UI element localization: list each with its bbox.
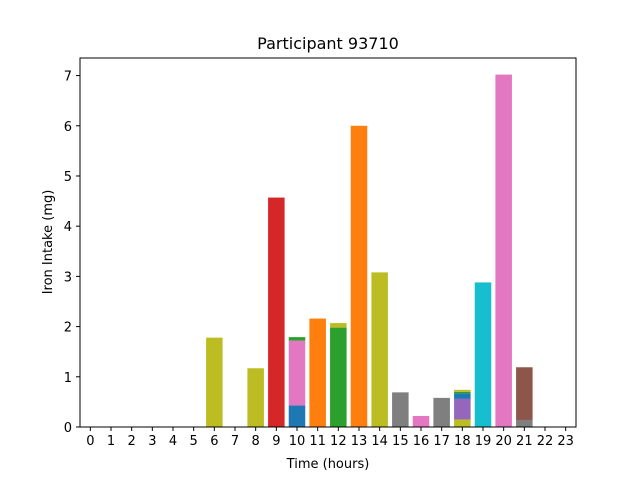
x-tick-label: 11 <box>309 434 326 449</box>
bar-hour-9 <box>268 197 285 427</box>
bar-hour-15 <box>392 392 409 427</box>
y-tick-label: 2 <box>64 321 72 336</box>
x-tick-label: 15 <box>392 434 409 449</box>
x-tick-label: 8 <box>252 434 260 449</box>
bar-hour-16 <box>412 415 430 427</box>
bar-hour-11 <box>309 318 326 427</box>
x-tick-label: 12 <box>330 434 347 449</box>
bar-segment <box>454 419 471 427</box>
x-tick-label: 21 <box>516 434 533 449</box>
bar-segment <box>454 389 471 392</box>
x-tick-label: 17 <box>433 434 450 449</box>
x-axis-label: Time (hours) <box>286 457 370 472</box>
bar-segment <box>516 419 533 427</box>
x-tick-label: 7 <box>231 434 239 449</box>
y-axis-label: Iron Intake (mg) <box>41 190 56 295</box>
bar-segment <box>454 398 471 420</box>
bar-segment <box>330 323 347 328</box>
x-tick-label: 2 <box>128 434 136 449</box>
x-tick-label: 13 <box>351 434 368 449</box>
x-tick-label: 19 <box>475 434 492 449</box>
x-tick-label: 1 <box>107 434 115 449</box>
x-tick-label: 18 <box>454 434 471 449</box>
x-tick-label: 20 <box>495 434 512 449</box>
y-tick-label: 5 <box>64 170 72 185</box>
x-tick-label: 3 <box>148 434 156 449</box>
bar-segment <box>268 197 285 427</box>
bar-segment <box>206 337 223 427</box>
bar-hour-20 <box>495 74 512 427</box>
y-tick-label: 6 <box>64 120 72 135</box>
bar-segment <box>392 392 409 427</box>
bar-hour-18 <box>454 389 471 427</box>
bar-hour-8 <box>247 368 264 427</box>
x-tick-label: 9 <box>272 434 280 449</box>
x-tick-label: 0 <box>86 434 94 449</box>
bar-segment <box>412 415 430 427</box>
bar-segment <box>247 368 264 427</box>
bar-segment <box>309 318 326 427</box>
y-tick-label: 1 <box>64 371 72 386</box>
x-tick-label: 6 <box>210 434 218 449</box>
bar-hour-17 <box>433 397 450 427</box>
y-tick-label: 3 <box>64 270 72 285</box>
plot-frame <box>79 57 577 428</box>
bar-segment <box>495 74 512 427</box>
bar-segment <box>454 393 471 399</box>
bar-hour-10 <box>288 337 306 427</box>
bar-hour-14 <box>371 272 388 427</box>
bar-hour-12 <box>330 323 347 427</box>
bar-hour-21 <box>516 367 533 427</box>
y-tick-label: 4 <box>64 220 72 235</box>
bar-segment <box>288 405 306 427</box>
x-tick-label: 10 <box>289 434 306 449</box>
bar-hour-19 <box>474 282 492 427</box>
x-tick-label: 14 <box>371 434 388 449</box>
bar-segment <box>330 327 347 427</box>
x-tick-label: 16 <box>413 434 430 449</box>
bar-segment <box>433 397 450 427</box>
bar-segment <box>474 282 492 427</box>
x-tick-label: 23 <box>557 434 574 449</box>
bars-layer <box>206 74 533 427</box>
y-axis: 0 1 2 3 4 5 6 7 <box>64 70 80 436</box>
bar-segment <box>516 367 533 420</box>
bar-hour-13 <box>350 125 368 427</box>
x-tick-label: 22 <box>537 434 554 449</box>
bar-segment <box>350 125 368 427</box>
x-axis: 0 1 2 3 4 5 6 7 8 9 10 11 12 13 14 15 16 17 18 19 20 21 22 23 <box>86 427 574 449</box>
y-tick-label: 7 <box>64 70 72 85</box>
bar-segment <box>288 337 306 341</box>
bar-segment <box>288 340 306 406</box>
bar-segment <box>454 391 471 394</box>
y-tick-label: 0 <box>64 421 72 436</box>
chart-title: Participant 93710 <box>257 34 399 53</box>
x-tick-label: 5 <box>190 434 198 449</box>
bar-segment <box>371 272 388 427</box>
x-tick-label: 4 <box>169 434 177 449</box>
bar-hour-6 <box>206 337 223 427</box>
